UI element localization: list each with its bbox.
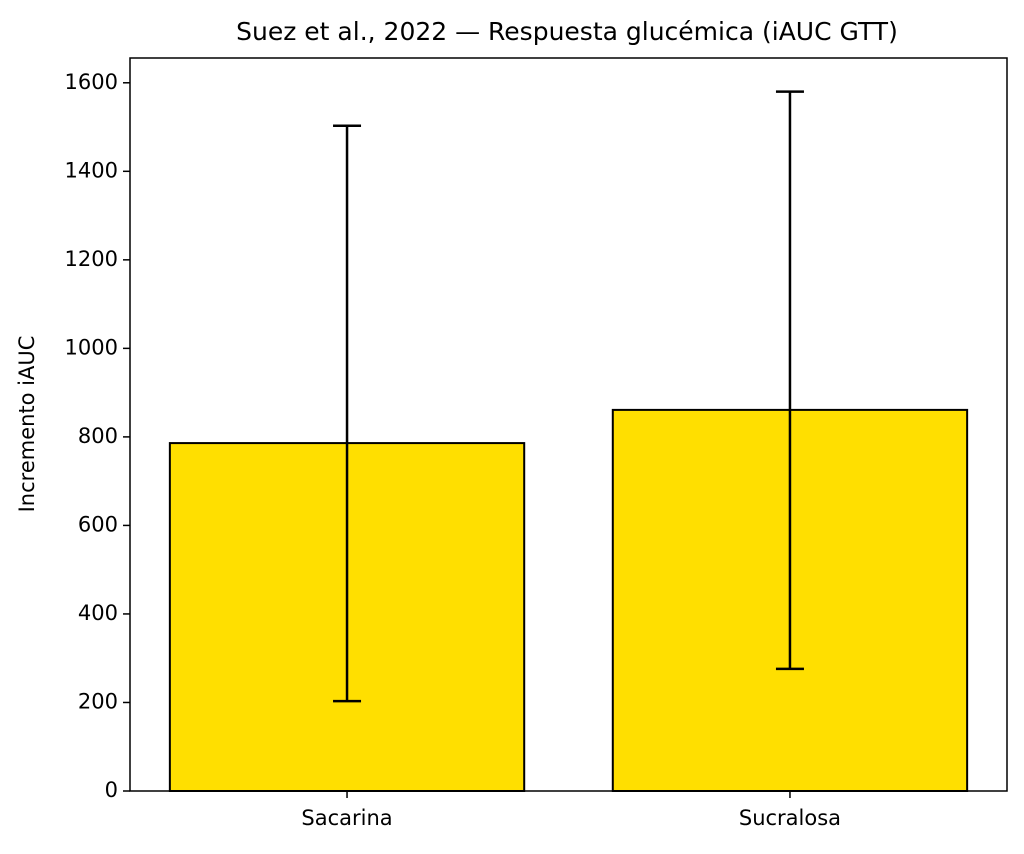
chart-title: Suez et al., 2022 — Respuesta glucémica … [236, 17, 898, 46]
y-tick-label: 1400 [65, 158, 118, 182]
y-tick-label: 600 [78, 512, 118, 536]
y-tick-label: 800 [78, 424, 118, 448]
y-tick-label: 400 [78, 601, 118, 625]
y-tick-label: 1200 [65, 247, 118, 271]
y-tick-label: 1600 [65, 70, 118, 94]
x-tick-label: Sacarina [301, 806, 392, 830]
y-axis-label: Incremento iAUC [15, 336, 39, 513]
y-tick-label: 0 [105, 778, 118, 802]
y-tick-label: 200 [78, 689, 118, 713]
x-tick-label: Sucralosa [739, 806, 841, 830]
y-tick-label: 1000 [65, 335, 118, 359]
plot-frame [129, 57, 1008, 792]
